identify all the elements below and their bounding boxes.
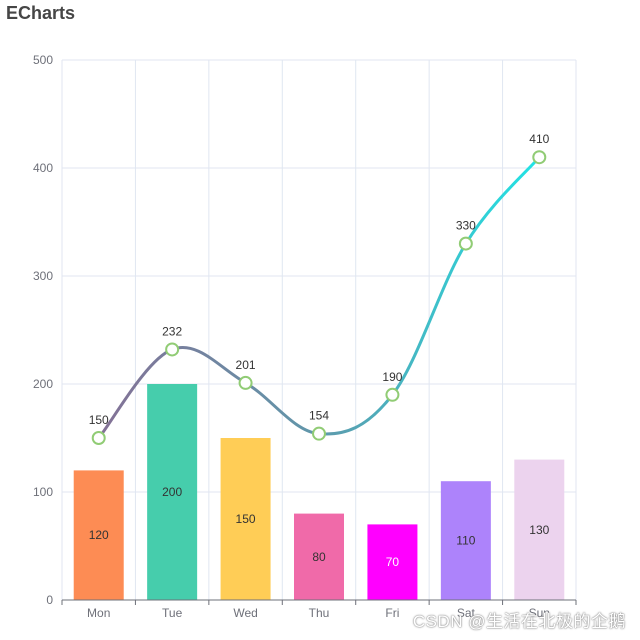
line-value-label: 232 xyxy=(162,324,182,338)
x-tick-label: Fri xyxy=(385,606,399,620)
line-point[interactable] xyxy=(312,426,326,441)
y-tick-label: 300 xyxy=(33,269,53,283)
line-point[interactable] xyxy=(238,375,253,390)
y-tick-label: 100 xyxy=(33,485,53,499)
bar[interactable] xyxy=(294,513,344,600)
bar-value-label: 80 xyxy=(312,550,326,564)
bar-value-label: 200 xyxy=(162,485,182,499)
x-tick-label: Wed xyxy=(233,606,257,620)
watermark: CSDN @生活在北极的企鹅 xyxy=(412,612,626,631)
y-tick-label: 500 xyxy=(33,53,53,67)
bar[interactable] xyxy=(73,470,124,600)
line-point[interactable] xyxy=(91,431,106,445)
line-value-label: 201 xyxy=(236,358,256,372)
bar[interactable] xyxy=(440,481,491,600)
line-point[interactable] xyxy=(385,387,400,402)
bar-value-label: 70 xyxy=(386,555,400,569)
line-value-label: 190 xyxy=(382,370,402,384)
bar-value-label: 150 xyxy=(236,512,256,526)
y-tick-label: 0 xyxy=(46,593,53,607)
chart-title: ECharts xyxy=(6,3,76,23)
x-tick-label: Mon xyxy=(87,606,110,620)
y-tick-label: 200 xyxy=(33,377,53,391)
bar-value-label: 130 xyxy=(529,523,549,537)
x-tick-label: Tue xyxy=(162,606,183,620)
line-point[interactable] xyxy=(458,236,473,251)
line-value-label: 154 xyxy=(309,409,329,423)
x-tick-label: Sat xyxy=(457,606,476,620)
bar[interactable] xyxy=(147,384,198,600)
bar-value-label: 120 xyxy=(89,528,109,542)
y-tick-label: 400 xyxy=(33,161,53,175)
bar[interactable] xyxy=(514,459,565,600)
line-value-label: 330 xyxy=(456,219,476,233)
bar[interactable] xyxy=(220,438,271,600)
bar-value-label: 110 xyxy=(456,534,475,548)
x-tick-label: Sun xyxy=(529,606,550,620)
line-point[interactable] xyxy=(532,150,547,165)
x-tick-label: Thu xyxy=(309,606,330,620)
line-value-label: 410 xyxy=(529,132,549,146)
line-point[interactable] xyxy=(165,342,180,357)
bar[interactable] xyxy=(367,524,418,600)
line-value-label: 150 xyxy=(89,413,109,427)
